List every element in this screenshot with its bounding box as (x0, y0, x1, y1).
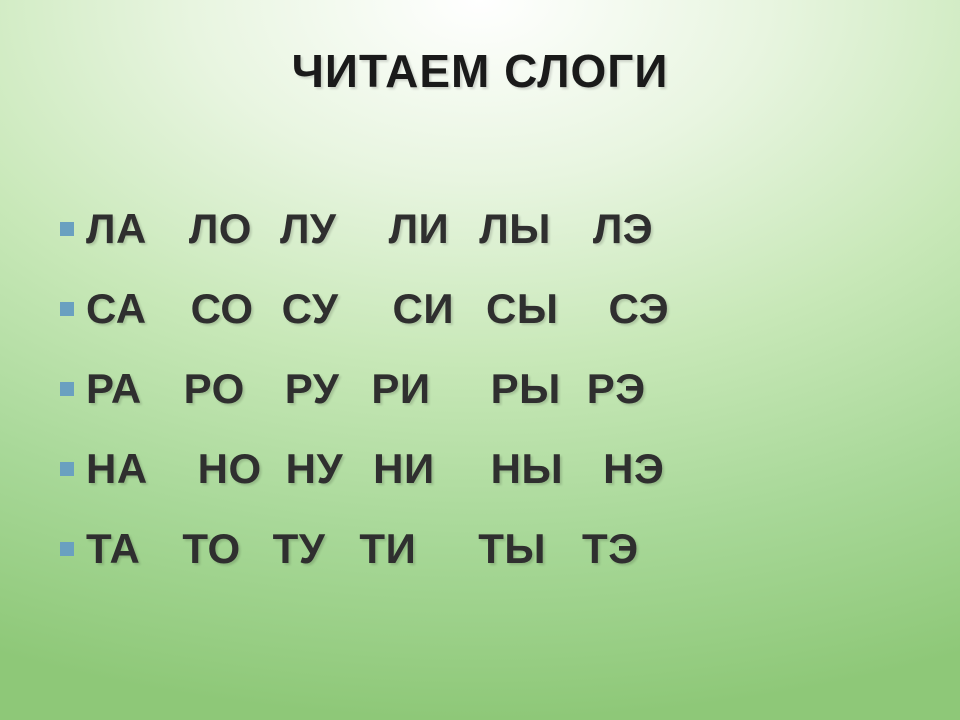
syllable-row: ТА ТО ТУ ТИ ТЫ ТЭ (60, 525, 920, 573)
syllable-cell: ЛИ (389, 205, 450, 253)
syllable-cell: ЛЫ (479, 205, 551, 253)
syllable-cell: НУ (286, 445, 343, 493)
syllable-cell: РА (86, 365, 142, 413)
syllable-cell: НА (86, 445, 148, 493)
syllable-cell: ЛУ (280, 205, 337, 253)
syllable-cell: РЭ (587, 365, 646, 413)
syllable-cell: СЫ (486, 285, 558, 333)
syllable-cell: ЛО (189, 205, 252, 253)
square-bullet-icon (60, 542, 74, 556)
syllable-cell: СЭ (608, 285, 669, 333)
square-bullet-icon (60, 302, 74, 316)
syllable-cell: РЫ (491, 365, 561, 413)
syllable-cell: НО (198, 445, 262, 493)
syllable-cell: ТО (182, 525, 240, 573)
square-bullet-icon (60, 222, 74, 236)
syllable-cell: РО (184, 365, 245, 413)
syllable-cell: НЭ (603, 445, 664, 493)
square-bullet-icon (60, 462, 74, 476)
syllable-cell: НИ (373, 445, 435, 493)
syllable-row: СА СО СУ СИ СЫ СЭ (60, 285, 920, 333)
syllable-cell: ТИ (359, 525, 416, 573)
square-bullet-icon (60, 382, 74, 396)
syllable-cell: СИ (393, 285, 455, 333)
syllable-row: ЛА ЛО ЛУ ЛИ ЛЫ ЛЭ (60, 205, 920, 253)
syllable-cell: ЛЭ (593, 205, 653, 253)
syllable-cell: СА (86, 285, 147, 333)
syllable-cell: СУ (282, 285, 339, 333)
syllable-rows: ЛА ЛО ЛУ ЛИ ЛЫ ЛЭ СА СО СУ СИ СЫ СЭ РА РО РУ РИ РЫ РЭ НА НО… (60, 205, 920, 605)
syllable-cell: ТЭ (582, 525, 639, 573)
syllable-cell: РИ (371, 365, 430, 413)
syllable-cell: ЛА (86, 205, 147, 253)
syllable-cell: НЫ (491, 445, 563, 493)
syllable-cell: РУ (285, 365, 340, 413)
syllable-cell: ТЫ (478, 525, 546, 573)
syllable-cell: ТА (86, 525, 140, 573)
syllable-row: РА РО РУ РИ РЫ РЭ (60, 365, 920, 413)
page-title: ЧИТАЕМ СЛОГИ (0, 44, 960, 98)
syllable-cell: ТУ (273, 525, 326, 573)
syllable-row: НА НО НУ НИ НЫ НЭ (60, 445, 920, 493)
syllable-cell: СО (191, 285, 254, 333)
